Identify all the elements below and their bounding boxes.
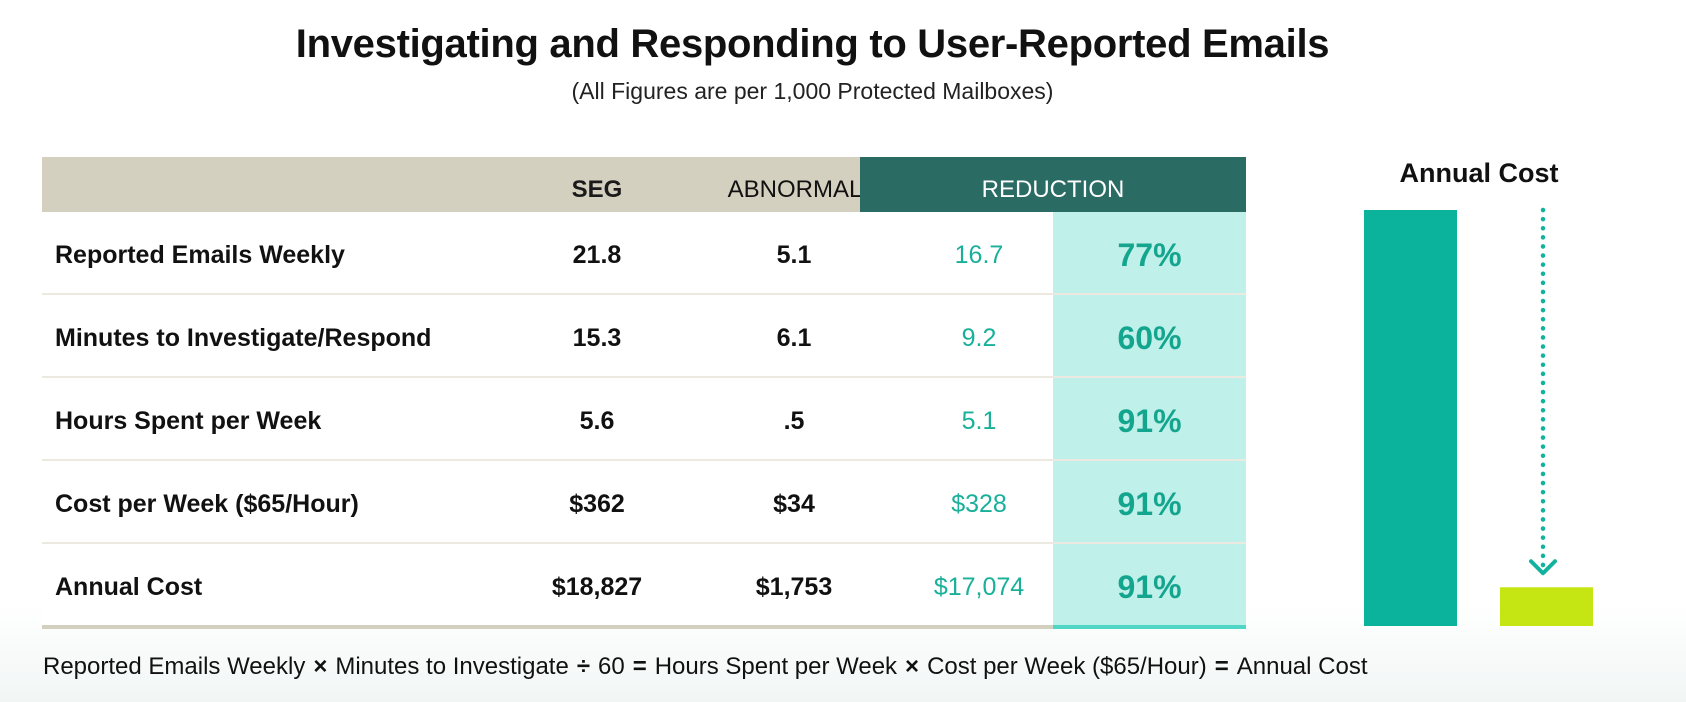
row-label: Minutes to Investigate/Respond (55, 324, 432, 352)
reduction-value: 5.1 (961, 407, 997, 435)
percent-column-underline (1053, 625, 1246, 629)
row-label: Annual Cost (55, 573, 203, 601)
table-row: Hours Spent per Week 5.6 .5 5.1 91% (42, 378, 1246, 461)
formula-term: Annual Cost (1236, 653, 1368, 680)
reduction-value: 9.2 (961, 324, 997, 352)
formula-term: Reported Emails Weekly (43, 653, 306, 680)
arrow-down-icon (1529, 559, 1557, 576)
reduction-percent: 77% (1053, 212, 1246, 293)
seg-value: 15.3 (572, 324, 622, 352)
table-row: Annual Cost $18,827 $1,753 $17,074 91% (42, 544, 1246, 629)
reduction-percent: 91% (1053, 544, 1246, 625)
header-reduction: REDUCTION (860, 157, 1246, 212)
divide-icon: ÷ (576, 653, 590, 680)
row-label: Hours Spent per Week (55, 407, 322, 435)
reduction-percent: 91% (1053, 461, 1246, 542)
reduction-percent: 91% (1053, 378, 1246, 459)
reduction-value: $328 (951, 490, 1007, 518)
abnormal-value: $34 (773, 490, 815, 518)
abnormal-value: 5.1 (776, 241, 812, 269)
formula-term: 60 (597, 653, 625, 680)
bar-abnormal (1500, 587, 1593, 626)
reduction-percent: 60% (1053, 295, 1246, 376)
multiply-icon: × (313, 653, 328, 680)
comparison-table: SEG ABNORMAL REDUCTION Reported Emails W… (42, 157, 1246, 629)
table-row: Cost per Week ($65/Hour) $362 $34 $328 9… (42, 461, 1246, 544)
reduction-value: 16.7 (954, 241, 1004, 269)
annual-cost-chart (1364, 207, 1593, 626)
seg-value: $362 (569, 490, 625, 518)
page-subtitle: (All Figures are per 1,000 Protected Mai… (571, 78, 1054, 104)
cost-formula: Reported Emails Weekly × Minutes to Invest… (43, 653, 1368, 681)
table-row: Minutes to Investigate/Respond 15.3 6.1 … (42, 295, 1246, 378)
abnormal-value: $1,753 (755, 573, 833, 601)
formula-term: Cost per Week ($65/Hour) (927, 653, 1207, 680)
abnormal-value: 6.1 (776, 324, 812, 352)
formula-term: Minutes to Investigate (335, 653, 569, 680)
reduction-value: $17,074 (933, 573, 1025, 601)
bar-seg (1364, 210, 1457, 626)
abnormal-value: .5 (783, 407, 805, 435)
header-abnormal: ABNORMAL (727, 176, 863, 203)
seg-value: $18,827 (551, 573, 643, 601)
row-label: Reported Emails Weekly (55, 241, 345, 269)
formula-term: Hours Spent per Week (654, 653, 898, 680)
seg-value: 21.8 (572, 241, 622, 269)
multiply-icon: × (905, 653, 920, 680)
chart-title: Annual Cost (1399, 158, 1559, 188)
row-label: Cost per Week ($65/Hour) (55, 490, 359, 518)
header-seg: SEG (571, 176, 623, 203)
table-row: Reported Emails Weekly 21.8 5.1 16.7 77% (42, 212, 1246, 295)
equals-icon: = (1214, 653, 1229, 680)
table-header: SEG ABNORMAL REDUCTION (42, 157, 1246, 212)
page-title: Investigating and Responding to User-Rep… (295, 22, 1330, 66)
equals-icon: = (632, 653, 647, 680)
seg-value: 5.6 (579, 407, 615, 435)
